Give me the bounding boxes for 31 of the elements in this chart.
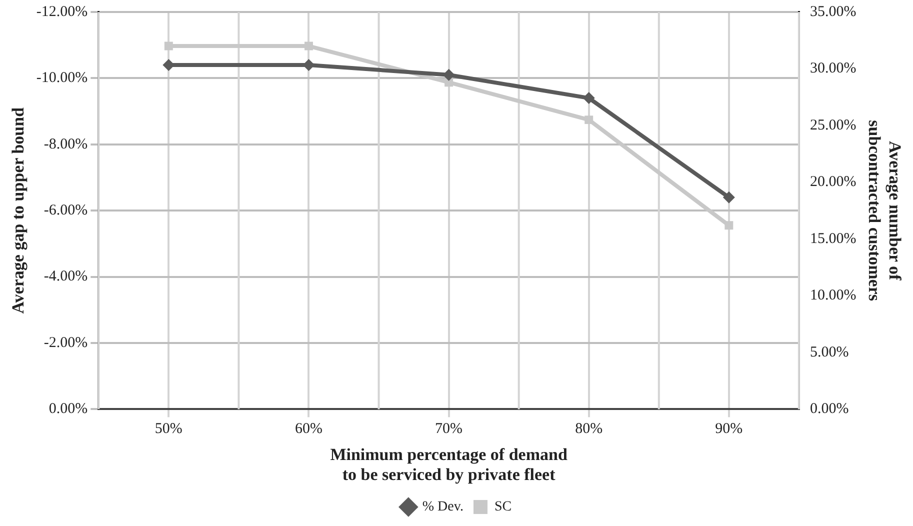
point: [582, 92, 595, 104]
x-tick-label: 90%: [715, 421, 743, 438]
x-tick-label: 50%: [154, 421, 182, 438]
point: [724, 221, 734, 230]
y2-tick-label: 35.00%: [810, 4, 856, 20]
y-tick-label: 0.00%: [48, 401, 88, 418]
y2-tick-label: 15.00%: [810, 230, 856, 247]
y-tick-label: -12.00%: [36, 4, 88, 20]
point: [722, 191, 735, 204]
x-tick-label: 80%: [575, 421, 603, 438]
y-tick-label: -4.00%: [44, 268, 88, 285]
point: [584, 116, 594, 124]
y-axis-title: Average gap to upper bound: [8, 106, 28, 314]
y2-tick-label: 0.00%: [810, 401, 849, 418]
y2-tick-label: 10.00%: [810, 288, 856, 304]
x-tick-label: 60%: [294, 421, 322, 438]
y-tick-label: -6.00%: [44, 202, 88, 219]
y-tick-label: -8.00%: [44, 136, 88, 152]
point: [164, 42, 173, 50]
y-tick-label: -10.00%: [36, 70, 88, 86]
y2-tick-label: 25.00%: [810, 117, 856, 134]
x-tick-label: 70%: [435, 421, 463, 438]
y2-tick-label: 30.00%: [810, 60, 856, 77]
y2-axis-title: Average number of subcontracted customers: [865, 120, 904, 302]
point: [304, 42, 313, 50]
y2-tick-label: 5.00%: [810, 344, 849, 360]
legend-label: SC: [494, 500, 512, 515]
y2-tick-label: 20.00%: [810, 174, 856, 190]
legend-label: % Dev.: [422, 500, 464, 515]
y-tick-label: -2.00%: [44, 334, 88, 351]
x-axis-title: Minimum percentage of demand to be serviced by private fleet: [330, 444, 568, 484]
